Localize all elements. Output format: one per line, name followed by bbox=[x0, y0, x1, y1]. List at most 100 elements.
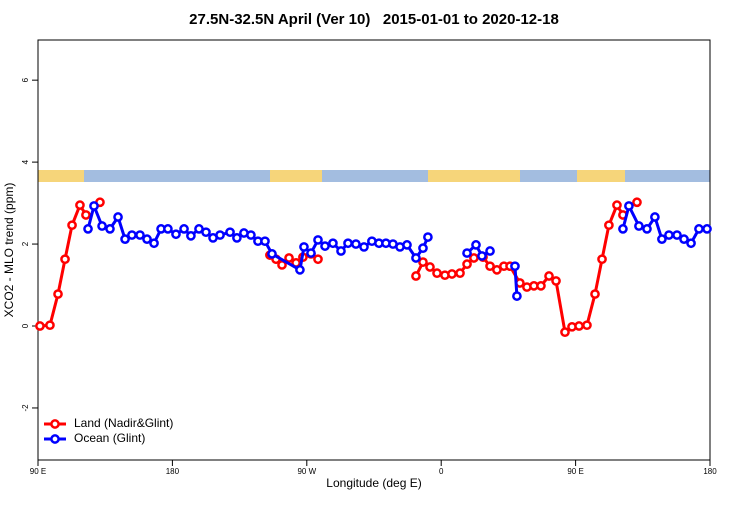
point bbox=[75, 200, 85, 210]
y-tick-label: 2 bbox=[21, 241, 30, 246]
point bbox=[201, 227, 211, 238]
point bbox=[53, 289, 63, 299]
point bbox=[83, 224, 93, 234]
point bbox=[267, 249, 277, 259]
point bbox=[149, 238, 159, 249]
point bbox=[462, 248, 472, 258]
legend-label: Land (Nadir&Glint) bbox=[74, 416, 173, 430]
point bbox=[632, 197, 642, 208]
point bbox=[597, 254, 607, 265]
point bbox=[686, 238, 696, 249]
point bbox=[142, 234, 152, 244]
point bbox=[664, 230, 674, 240]
point bbox=[60, 254, 70, 265]
point bbox=[45, 320, 55, 331]
point bbox=[657, 234, 667, 244]
point bbox=[485, 246, 495, 256]
ocean-strip bbox=[38, 170, 710, 182]
point bbox=[672, 230, 682, 240]
point bbox=[306, 248, 316, 258]
point bbox=[313, 254, 323, 265]
point bbox=[418, 257, 428, 267]
legend-marker bbox=[50, 434, 60, 444]
y-tick-label: 4 bbox=[21, 159, 30, 164]
point bbox=[246, 230, 256, 240]
y-axis-label: XCO2 - MLO trend (ppm) bbox=[2, 183, 16, 318]
point bbox=[171, 229, 181, 240]
x-tick-label: 180 bbox=[166, 467, 180, 476]
point bbox=[512, 291, 522, 301]
point bbox=[642, 224, 652, 234]
point bbox=[590, 289, 600, 299]
point bbox=[536, 281, 546, 291]
point bbox=[232, 233, 242, 243]
point bbox=[328, 238, 338, 249]
point bbox=[423, 232, 433, 242]
point bbox=[418, 243, 428, 254]
point bbox=[135, 230, 145, 240]
point bbox=[618, 224, 628, 234]
y-tick-label: 6 bbox=[21, 77, 30, 82]
point bbox=[284, 253, 294, 263]
point bbox=[560, 327, 570, 338]
x-axis-label: Longitude (deg E) bbox=[326, 476, 421, 490]
point bbox=[492, 265, 502, 275]
y-tick-label: -2 bbox=[21, 404, 30, 412]
x-tick-label: 90 W bbox=[297, 467, 316, 476]
point bbox=[544, 271, 554, 281]
point bbox=[186, 231, 196, 241]
point bbox=[471, 240, 481, 250]
point bbox=[299, 242, 309, 252]
point bbox=[485, 261, 495, 272]
point bbox=[694, 224, 704, 234]
y-tick-label: 0 bbox=[21, 323, 30, 328]
point bbox=[35, 321, 45, 331]
point bbox=[179, 224, 189, 234]
point bbox=[105, 224, 115, 234]
point bbox=[551, 276, 561, 286]
point bbox=[320, 241, 330, 251]
x-tick-label: 90 E bbox=[567, 467, 583, 476]
point bbox=[582, 320, 592, 331]
x-tick-label: 90 E bbox=[30, 467, 46, 476]
point bbox=[425, 262, 435, 272]
legend-marker bbox=[50, 419, 60, 429]
legend-label: Ocean (Glint) bbox=[74, 431, 145, 445]
point bbox=[477, 251, 487, 261]
land-strip bbox=[428, 170, 520, 182]
legend-box bbox=[40, 412, 188, 454]
x-tick-label: 0 bbox=[439, 467, 444, 476]
land-strip bbox=[577, 170, 625, 182]
point bbox=[574, 321, 584, 331]
land-strip bbox=[38, 170, 84, 182]
point bbox=[127, 230, 137, 240]
point bbox=[81, 210, 91, 220]
point bbox=[336, 246, 346, 256]
point bbox=[624, 201, 634, 211]
point bbox=[469, 253, 479, 263]
point bbox=[462, 259, 472, 269]
point bbox=[120, 234, 130, 244]
point bbox=[411, 271, 421, 281]
point bbox=[612, 200, 622, 210]
point bbox=[432, 268, 442, 279]
point bbox=[163, 224, 173, 234]
plot-frame bbox=[37, 39, 711, 461]
point bbox=[277, 260, 287, 270]
land-ocean-strip bbox=[38, 170, 710, 182]
chart-title: 27.5N-32.5N April (Ver 10) 2015-01-01 to… bbox=[189, 11, 559, 28]
point bbox=[650, 212, 660, 222]
point bbox=[215, 230, 225, 240]
point bbox=[604, 220, 614, 231]
point bbox=[343, 238, 353, 249]
point bbox=[455, 268, 465, 279]
point bbox=[225, 227, 235, 238]
point bbox=[313, 235, 323, 245]
point bbox=[411, 253, 421, 263]
x-tick-label: 180 bbox=[703, 467, 717, 476]
point bbox=[679, 234, 689, 244]
point bbox=[702, 224, 712, 234]
point bbox=[67, 220, 77, 231]
point bbox=[260, 236, 270, 247]
